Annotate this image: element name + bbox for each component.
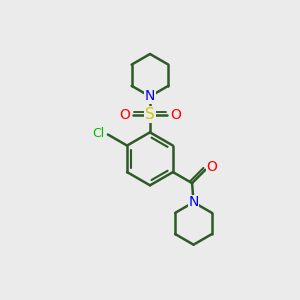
Text: Cl: Cl (93, 127, 105, 140)
Text: N: N (188, 195, 199, 209)
Text: O: O (170, 108, 181, 122)
Text: N: N (145, 89, 155, 103)
Text: O: O (206, 160, 217, 174)
Text: S: S (145, 107, 155, 122)
Text: O: O (119, 108, 130, 122)
